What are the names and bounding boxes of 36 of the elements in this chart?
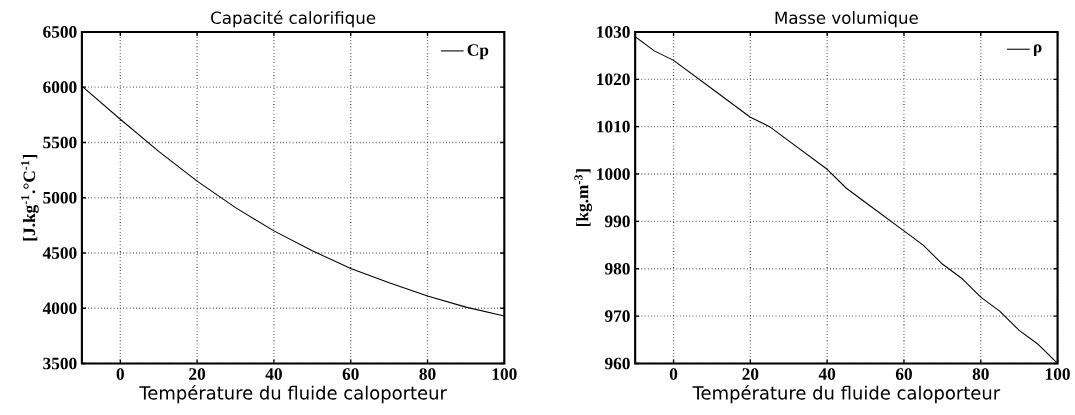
x-tick-label: 80 xyxy=(419,368,436,380)
y-tick-label: 5000 xyxy=(43,191,77,204)
y-tick-label: 4500 xyxy=(42,246,77,259)
y-tick-label: 980 xyxy=(604,262,630,275)
line-series xyxy=(635,35,1058,364)
x-axis-title: Température du fluide caloporteur xyxy=(692,384,1001,403)
x-tick-label: 60 xyxy=(342,368,359,380)
y-tick-label: 6000 xyxy=(43,81,77,93)
y-tick-label: 1020 xyxy=(597,73,630,85)
x-tick-label: 0 xyxy=(116,368,124,380)
x-tick-label: 80 xyxy=(972,368,989,380)
chart-title: Capacité calorifique xyxy=(211,10,376,28)
y-tick-label: 1000 xyxy=(597,168,630,180)
x-tick-label: 60 xyxy=(895,368,912,380)
x-tick-label: 0 xyxy=(669,368,678,380)
x-tick-label: 100 xyxy=(1045,368,1070,380)
y-tick-label: 5500 xyxy=(43,136,77,149)
y-tick-label: 3500 xyxy=(43,357,77,370)
x-tick-label: 40 xyxy=(818,368,836,380)
y-tick-label: 960 xyxy=(604,357,630,370)
y-tick-label: 6500 xyxy=(43,25,77,38)
x-tick-label: 100 xyxy=(492,368,517,380)
x-tick-label: 40 xyxy=(265,368,282,380)
chart-title: Masse volumique xyxy=(775,10,918,28)
x-tick-label: 20 xyxy=(742,368,759,380)
y-tick-label: 1030 xyxy=(597,25,630,38)
y-axis-title: [J.kg$^{-1}$.°C$^{-1}$] xyxy=(21,154,39,241)
y-axis-title: [kg.m$^{-3}$] xyxy=(574,169,593,226)
x-tick-label: 20 xyxy=(189,368,206,380)
y-tick-label: 4000 xyxy=(42,302,77,314)
legend-label: Cp xyxy=(467,43,489,60)
y-tick-label: 990 xyxy=(604,215,630,228)
legend-label: ρ xyxy=(1033,43,1042,56)
x-axis-title: Température du fluide caloporteur xyxy=(139,384,447,403)
y-tick-label: 1010 xyxy=(597,120,630,133)
y-tick-label: 970 xyxy=(604,310,630,322)
